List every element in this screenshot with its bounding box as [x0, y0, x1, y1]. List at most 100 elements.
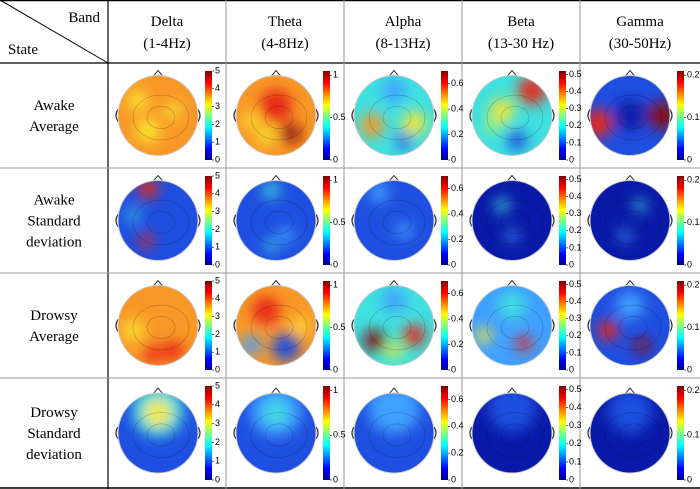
colorbar-tick-label: 0 [333, 259, 338, 269]
blob [484, 117, 500, 134]
blob [488, 393, 536, 432]
colorbar-tick-label: 1 [215, 456, 220, 466]
blob [498, 291, 526, 320]
topomap-blobs [132, 393, 184, 437]
topomap: 0 1 2 3 4 5 [115, 380, 220, 484]
blob [495, 198, 509, 213]
ear [315, 214, 319, 227]
colorbar-tick-label: 0.2 [569, 438, 582, 448]
colorbar-tick-label: 0.4 [569, 296, 582, 306]
colorbar-tick-label: 5 [215, 170, 220, 180]
ear [433, 319, 437, 332]
topomap: 0 0.1 0.2 0.3 0.4 0.5 [469, 69, 582, 164]
topomap-fill [590, 75, 670, 156]
band-range: (13-30 Hz) [488, 36, 554, 52]
colorbar-tick-label: 0.1 [569, 456, 582, 466]
nose [624, 174, 636, 182]
ear [351, 426, 355, 440]
ear [315, 109, 319, 122]
header-band: Band [68, 10, 100, 26]
topomap-base [118, 75, 198, 156]
colorbar-tick-label: 1 [215, 242, 220, 252]
blob [241, 335, 261, 356]
colorbar-tick-label: 0.5 [333, 430, 346, 440]
blob [363, 329, 385, 352]
head-outline [235, 392, 317, 474]
ear [469, 214, 473, 227]
blob [163, 340, 183, 361]
nose [270, 69, 282, 77]
ear [587, 426, 591, 440]
colorbar-tick-label: 0.2 [451, 234, 464, 244]
blob [386, 342, 402, 359]
ear [551, 214, 555, 227]
band-range: (8-13Hz) [376, 36, 431, 52]
blob [634, 337, 650, 354]
colorbar-tick-label: 3 [215, 311, 220, 321]
colorbar-tick-label: 0 [569, 259, 574, 269]
nose [388, 279, 400, 287]
colorbar-tick-label: 1 [333, 175, 338, 185]
topomap-fill [472, 393, 552, 473]
colorbar [323, 71, 330, 160]
topomap-blobs [123, 301, 183, 363]
state-label: Average [29, 329, 79, 345]
head-outline [353, 75, 435, 156]
head-outline [117, 75, 199, 156]
contour [618, 211, 648, 235]
blob [139, 233, 153, 248]
colorbar-tick-label: 0.4 [569, 402, 582, 412]
nose [270, 387, 282, 395]
ear [197, 319, 201, 332]
contour [382, 315, 412, 339]
topomap-fill [118, 393, 198, 473]
blob [382, 78, 406, 103]
band-range: (30-50Hz) [609, 36, 671, 52]
colorbar-tick-label: 0.4 [451, 421, 464, 431]
colorbar [205, 176, 212, 265]
colorbar-tick-label: 0.4 [451, 104, 464, 114]
colorbar [441, 281, 448, 370]
colorbar-tick-label: 0 [333, 364, 338, 374]
blob [123, 320, 143, 341]
nose [152, 279, 164, 287]
topomap: 00.51 [233, 69, 346, 164]
colorbar-tick-label: 0.3 [569, 313, 582, 323]
topomap-fill [472, 75, 552, 156]
contour [382, 106, 412, 130]
contour [132, 94, 190, 141]
topomap-fill [236, 75, 316, 156]
contour [132, 412, 190, 458]
ear [469, 109, 473, 122]
state-label: Average [29, 119, 79, 135]
ear [669, 426, 673, 440]
blob [243, 112, 259, 129]
topomap: 0 0.2 0.4 0.6 [351, 386, 464, 484]
colorbar-tick-label: 1 [333, 385, 338, 395]
ear [587, 319, 591, 332]
head-outline [353, 285, 435, 366]
colorbar [559, 176, 566, 265]
contour [146, 315, 176, 339]
colorbar [205, 71, 212, 160]
blob [368, 393, 420, 434]
nose [270, 279, 282, 287]
ear [233, 109, 237, 122]
contour [264, 315, 294, 339]
state-label: Standard [27, 214, 81, 230]
topomap-fill [354, 285, 434, 366]
blob [619, 229, 631, 242]
colorbar-tick-label: 0.2 [451, 448, 464, 458]
header-state: State [8, 42, 38, 58]
topomap: 00.51 [233, 175, 346, 269]
contour [368, 304, 426, 351]
contour [368, 412, 426, 458]
ear [669, 214, 673, 227]
ear [315, 426, 319, 440]
topomap-fill [118, 180, 198, 261]
nose [152, 387, 164, 395]
colorbar-tick-label: 0.5 [333, 217, 346, 227]
contour [250, 412, 308, 458]
contour [132, 304, 190, 351]
